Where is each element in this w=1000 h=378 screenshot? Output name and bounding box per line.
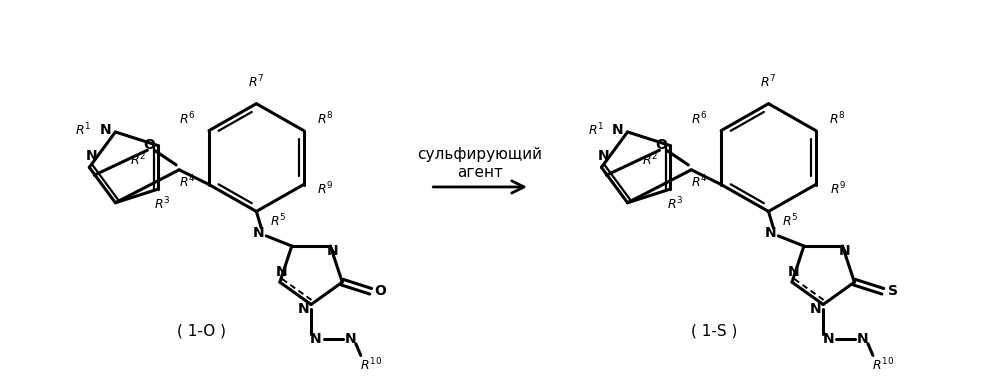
- Text: O: O: [656, 138, 667, 152]
- Text: N: N: [253, 226, 264, 240]
- Text: $R^9$: $R^9$: [317, 181, 334, 198]
- Text: $R^1$: $R^1$: [75, 122, 92, 138]
- Text: N: N: [276, 265, 288, 279]
- Text: $R^5$: $R^5$: [782, 213, 799, 229]
- Text: N: N: [327, 244, 338, 258]
- Text: N: N: [297, 302, 309, 316]
- Text: $R^8$: $R^8$: [829, 111, 846, 127]
- Text: N: N: [598, 149, 609, 163]
- Text: $R^4$: $R^4$: [691, 173, 708, 190]
- Text: N: N: [765, 226, 776, 240]
- Text: $R^3$: $R^3$: [667, 196, 683, 212]
- Text: сульфирующий: сульфирующий: [418, 147, 543, 162]
- Text: ( 1-O ): ( 1-O ): [177, 324, 226, 338]
- Text: N: N: [822, 332, 834, 346]
- Text: N: N: [612, 123, 623, 137]
- Text: $R^1$: $R^1$: [588, 122, 604, 138]
- Text: агент: агент: [457, 165, 503, 180]
- Text: $R^6$: $R^6$: [179, 111, 195, 127]
- Text: $R^3$: $R^3$: [154, 196, 171, 212]
- Text: $R^5$: $R^5$: [270, 213, 286, 229]
- Text: S: S: [888, 284, 898, 298]
- Text: N: N: [788, 265, 800, 279]
- Text: N: N: [809, 302, 821, 316]
- Text: N: N: [839, 244, 850, 258]
- Text: N: N: [100, 123, 111, 137]
- Text: N: N: [345, 332, 357, 346]
- Text: N: N: [310, 332, 322, 346]
- Text: O: O: [143, 138, 155, 152]
- Text: $R^9$: $R^9$: [830, 181, 846, 198]
- Text: $R^{10}$: $R^{10}$: [872, 357, 894, 373]
- Text: $R^7$: $R^7$: [248, 74, 265, 90]
- Text: O: O: [375, 284, 387, 298]
- Text: $R^4$: $R^4$: [179, 173, 195, 190]
- Text: $R^2$: $R^2$: [642, 152, 658, 169]
- Text: ( 1-S ): ( 1-S ): [691, 324, 737, 338]
- Text: $R^2$: $R^2$: [130, 152, 146, 169]
- Text: $R^6$: $R^6$: [691, 111, 708, 127]
- Text: $R^8$: $R^8$: [317, 111, 334, 127]
- Text: $R^{10}$: $R^{10}$: [360, 357, 382, 373]
- Text: N: N: [85, 149, 97, 163]
- Text: $R^7$: $R^7$: [760, 74, 777, 90]
- Text: N: N: [857, 332, 869, 346]
